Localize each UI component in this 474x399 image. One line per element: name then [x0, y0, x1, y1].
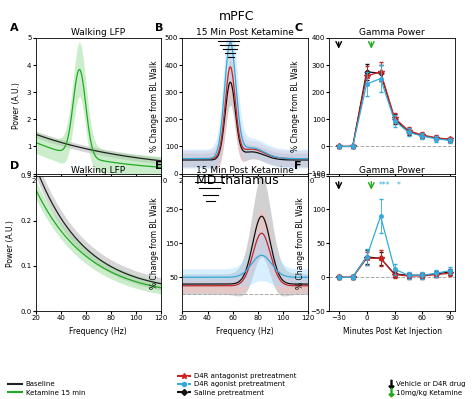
Title: Gamma Power: Gamma Power — [359, 28, 425, 37]
Y-axis label: % Change from BL Walk: % Change from BL Walk — [150, 198, 159, 289]
Y-axis label: Power (A.U.): Power (A.U.) — [12, 82, 21, 129]
X-axis label: Frequency (Hz): Frequency (Hz) — [70, 327, 127, 336]
Y-axis label: % Change from BL Walk: % Change from BL Walk — [292, 60, 301, 152]
X-axis label: Frequency (Hz): Frequency (Hz) — [217, 327, 274, 336]
Y-axis label: % Change from BL Walk: % Change from BL Walk — [150, 60, 159, 152]
Text: E: E — [155, 161, 163, 171]
Title: 15 Min Post Ketamine: 15 Min Post Ketamine — [196, 166, 294, 175]
Y-axis label: Power (A.U.): Power (A.U.) — [6, 220, 15, 267]
Y-axis label: % Change from BL Walk: % Change from BL Walk — [296, 198, 305, 289]
Text: MD thalamus: MD thalamus — [196, 174, 278, 187]
X-axis label: Minutes Post Ket Injection: Minutes Post Ket Injection — [343, 189, 442, 198]
Legend: D4R antagonist pretreatment, D4R agonist pretreatment, Saline pretreatment: D4R antagonist pretreatment, D4R agonist… — [177, 373, 297, 395]
Text: mPFC: mPFC — [219, 10, 255, 23]
Text: ***: *** — [379, 181, 391, 190]
X-axis label: Frequency (Hz): Frequency (Hz) — [70, 189, 127, 198]
Text: A: A — [10, 23, 19, 33]
Legend: Vehicle or D4R drug, 10mg/kg Ketamine: Vehicle or D4R drug, 10mg/kg Ketamine — [389, 381, 466, 395]
Title: Walking LFP: Walking LFP — [71, 28, 126, 37]
X-axis label: Minutes Post Ket Injection: Minutes Post Ket Injection — [343, 327, 442, 336]
Legend: Baseline, Ketamine 15 min: Baseline, Ketamine 15 min — [8, 381, 85, 395]
X-axis label: Frequency (Hz): Frequency (Hz) — [217, 189, 274, 198]
Text: D: D — [10, 161, 20, 171]
Text: F: F — [294, 161, 302, 171]
Text: B: B — [155, 23, 163, 33]
Title: Gamma Power: Gamma Power — [359, 166, 425, 175]
Title: Walking LFP: Walking LFP — [71, 166, 126, 175]
Title: 15 Min Post Ketamine: 15 Min Post Ketamine — [196, 28, 294, 37]
Text: C: C — [294, 23, 302, 33]
Text: *: * — [396, 181, 401, 190]
